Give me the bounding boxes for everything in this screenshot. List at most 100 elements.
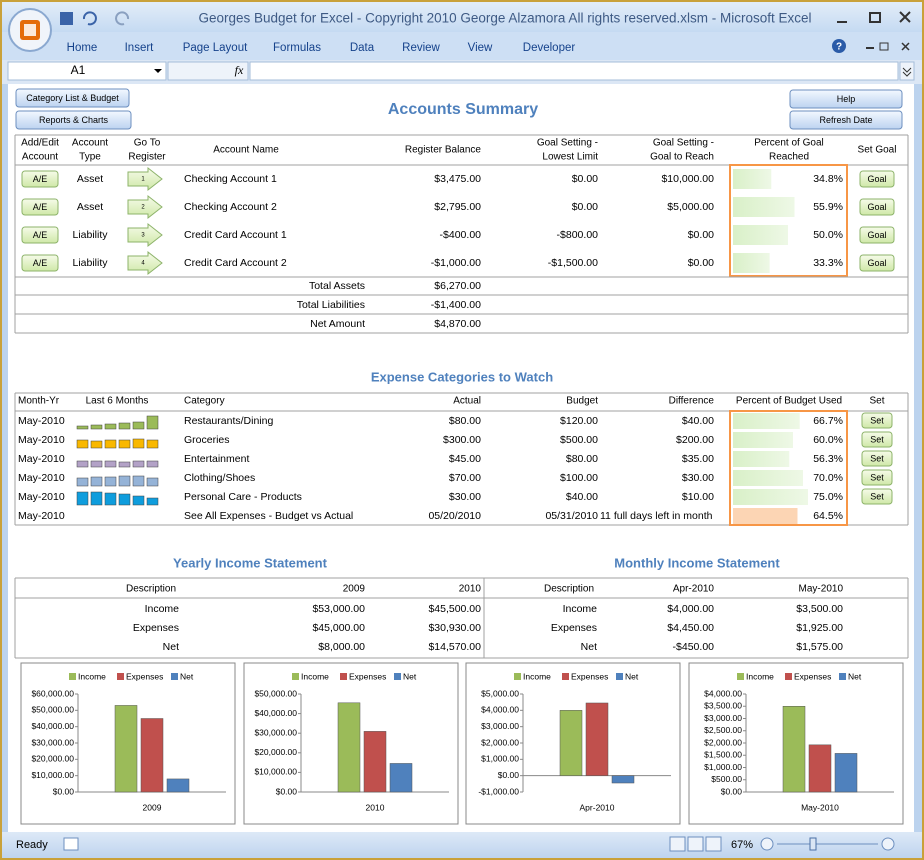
help-button[interactable] (789, 89, 903, 109)
set-button[interactable] (861, 412, 893, 429)
register-arrow[interactable] (127, 250, 163, 276)
close-button[interactable] (899, 11, 911, 23)
goal-button[interactable] (859, 170, 895, 188)
ribbon-tab[interactable]: View (468, 42, 493, 54)
month: May-2010 (18, 491, 65, 503)
set-button[interactable] (861, 431, 893, 448)
income-cell: $30,930.00 (428, 622, 481, 634)
y-tick-label: $40,000.00 (31, 721, 74, 731)
section-title: Yearly Income Statement (173, 555, 328, 570)
edit-button[interactable] (21, 170, 59, 188)
income-cell: $1,925.00 (796, 622, 843, 634)
percent-label: 75.0% (813, 491, 843, 503)
legend-swatch (69, 673, 76, 680)
set-button[interactable] (861, 488, 893, 505)
edit-button[interactable] (21, 254, 59, 272)
register-balance: -$400.00 (440, 229, 482, 241)
y-tick-label: $40,000.00 (254, 708, 297, 718)
macro-icon[interactable] (63, 837, 79, 851)
income-cell: Expenses (551, 622, 597, 634)
percent-label: 60.0% (813, 434, 843, 446)
category: Clothing/Shoes (184, 472, 255, 484)
month: May-2010 (18, 472, 65, 484)
zoom-out[interactable] (760, 837, 774, 851)
maximize-button[interactable] (869, 12, 881, 23)
actual: $300.00 (443, 434, 481, 446)
formula-input[interactable] (249, 61, 899, 81)
undo-icon[interactable] (82, 11, 97, 26)
bar (363, 731, 387, 793)
ribbon-tab[interactable]: Formulas (273, 42, 321, 54)
actual: $80.00 (449, 415, 481, 427)
sparkline-bar (118, 422, 131, 430)
section-title: Expense Categories to Watch (371, 369, 553, 384)
column-header: Account (72, 138, 108, 149)
close-workbook[interactable] (901, 42, 910, 51)
name-box[interactable] (7, 61, 167, 81)
register-arrow[interactable] (127, 194, 163, 220)
view-button[interactable] (687, 836, 704, 852)
legend-label: Expenses (794, 671, 831, 681)
register-arrow[interactable] (127, 166, 163, 192)
edit-button[interactable] (21, 226, 59, 244)
zoom-in[interactable] (881, 837, 895, 851)
income-cell: $45,500.00 (428, 603, 481, 615)
percent-label: 33.3% (813, 257, 843, 269)
ribbon-tab[interactable]: Insert (125, 42, 155, 54)
category-list-button[interactable] (15, 88, 130, 108)
bar (166, 778, 190, 793)
restore-win[interactable] (879, 42, 889, 51)
reports-button[interactable] (15, 110, 132, 130)
fx-label[interactable]: fx (235, 63, 244, 77)
ribbon-tab[interactable]: Review (402, 42, 440, 54)
ribbon-tab[interactable]: Page Layout (183, 42, 248, 54)
legend-label: Expenses (349, 671, 386, 681)
account-name: Checking Account 2 (184, 201, 277, 213)
month: May-2010 (18, 453, 65, 465)
summary-link[interactable]: See All Expenses - Budget vs Actual (184, 510, 353, 522)
column-header: Percent of Goal (754, 138, 823, 149)
y-tick-label: $0.00 (53, 786, 75, 796)
zoom-thumb[interactable] (809, 837, 817, 851)
account-type: Asset (77, 173, 103, 185)
column-header: Account Name (213, 145, 279, 156)
ribbon-tab[interactable]: Home (67, 42, 98, 54)
status-text: Ready (16, 839, 48, 851)
goal-button[interactable] (859, 226, 895, 244)
sparkline-bar (90, 476, 103, 487)
goal-button[interactable] (859, 198, 895, 216)
sparkline-bar (104, 492, 117, 506)
sparkline-bar (132, 495, 145, 506)
save-icon[interactable] (60, 12, 73, 25)
legend-swatch (171, 673, 178, 680)
view-button[interactable] (669, 836, 686, 852)
column-header: Account (22, 152, 58, 163)
column-header: Category (184, 396, 225, 407)
column-header: Budget (566, 396, 598, 407)
x-tick-label: Apr-2010 (580, 802, 615, 812)
view-button[interactable] (705, 836, 722, 852)
redo-icon[interactable] (115, 11, 130, 26)
set-button-label: Set (870, 491, 884, 501)
difference: $40.00 (682, 415, 714, 427)
set-button[interactable] (861, 469, 893, 486)
ribbon-tab[interactable]: Developer (523, 42, 576, 54)
edit-button[interactable] (21, 198, 59, 216)
sparkline-bar (118, 493, 131, 506)
set-button[interactable] (861, 450, 893, 467)
goal-button[interactable] (859, 254, 895, 272)
percent-bar (733, 470, 803, 486)
register-arrow[interactable] (127, 222, 163, 248)
refresh-button[interactable] (789, 110, 903, 130)
ribbon-tab[interactable]: Data (350, 42, 375, 54)
legend-label: Income (746, 671, 774, 681)
y-tick-label: $10,000.00 (31, 770, 74, 780)
help-icon[interactable] (832, 39, 846, 53)
highlight-box (729, 164, 848, 277)
formula-expand[interactable] (899, 61, 915, 81)
legend-swatch (117, 673, 124, 680)
goal-button-label: Goal (867, 174, 886, 184)
y-tick-label: $10,000.00 (254, 767, 297, 777)
edit-button-label: A/E (33, 202, 48, 212)
